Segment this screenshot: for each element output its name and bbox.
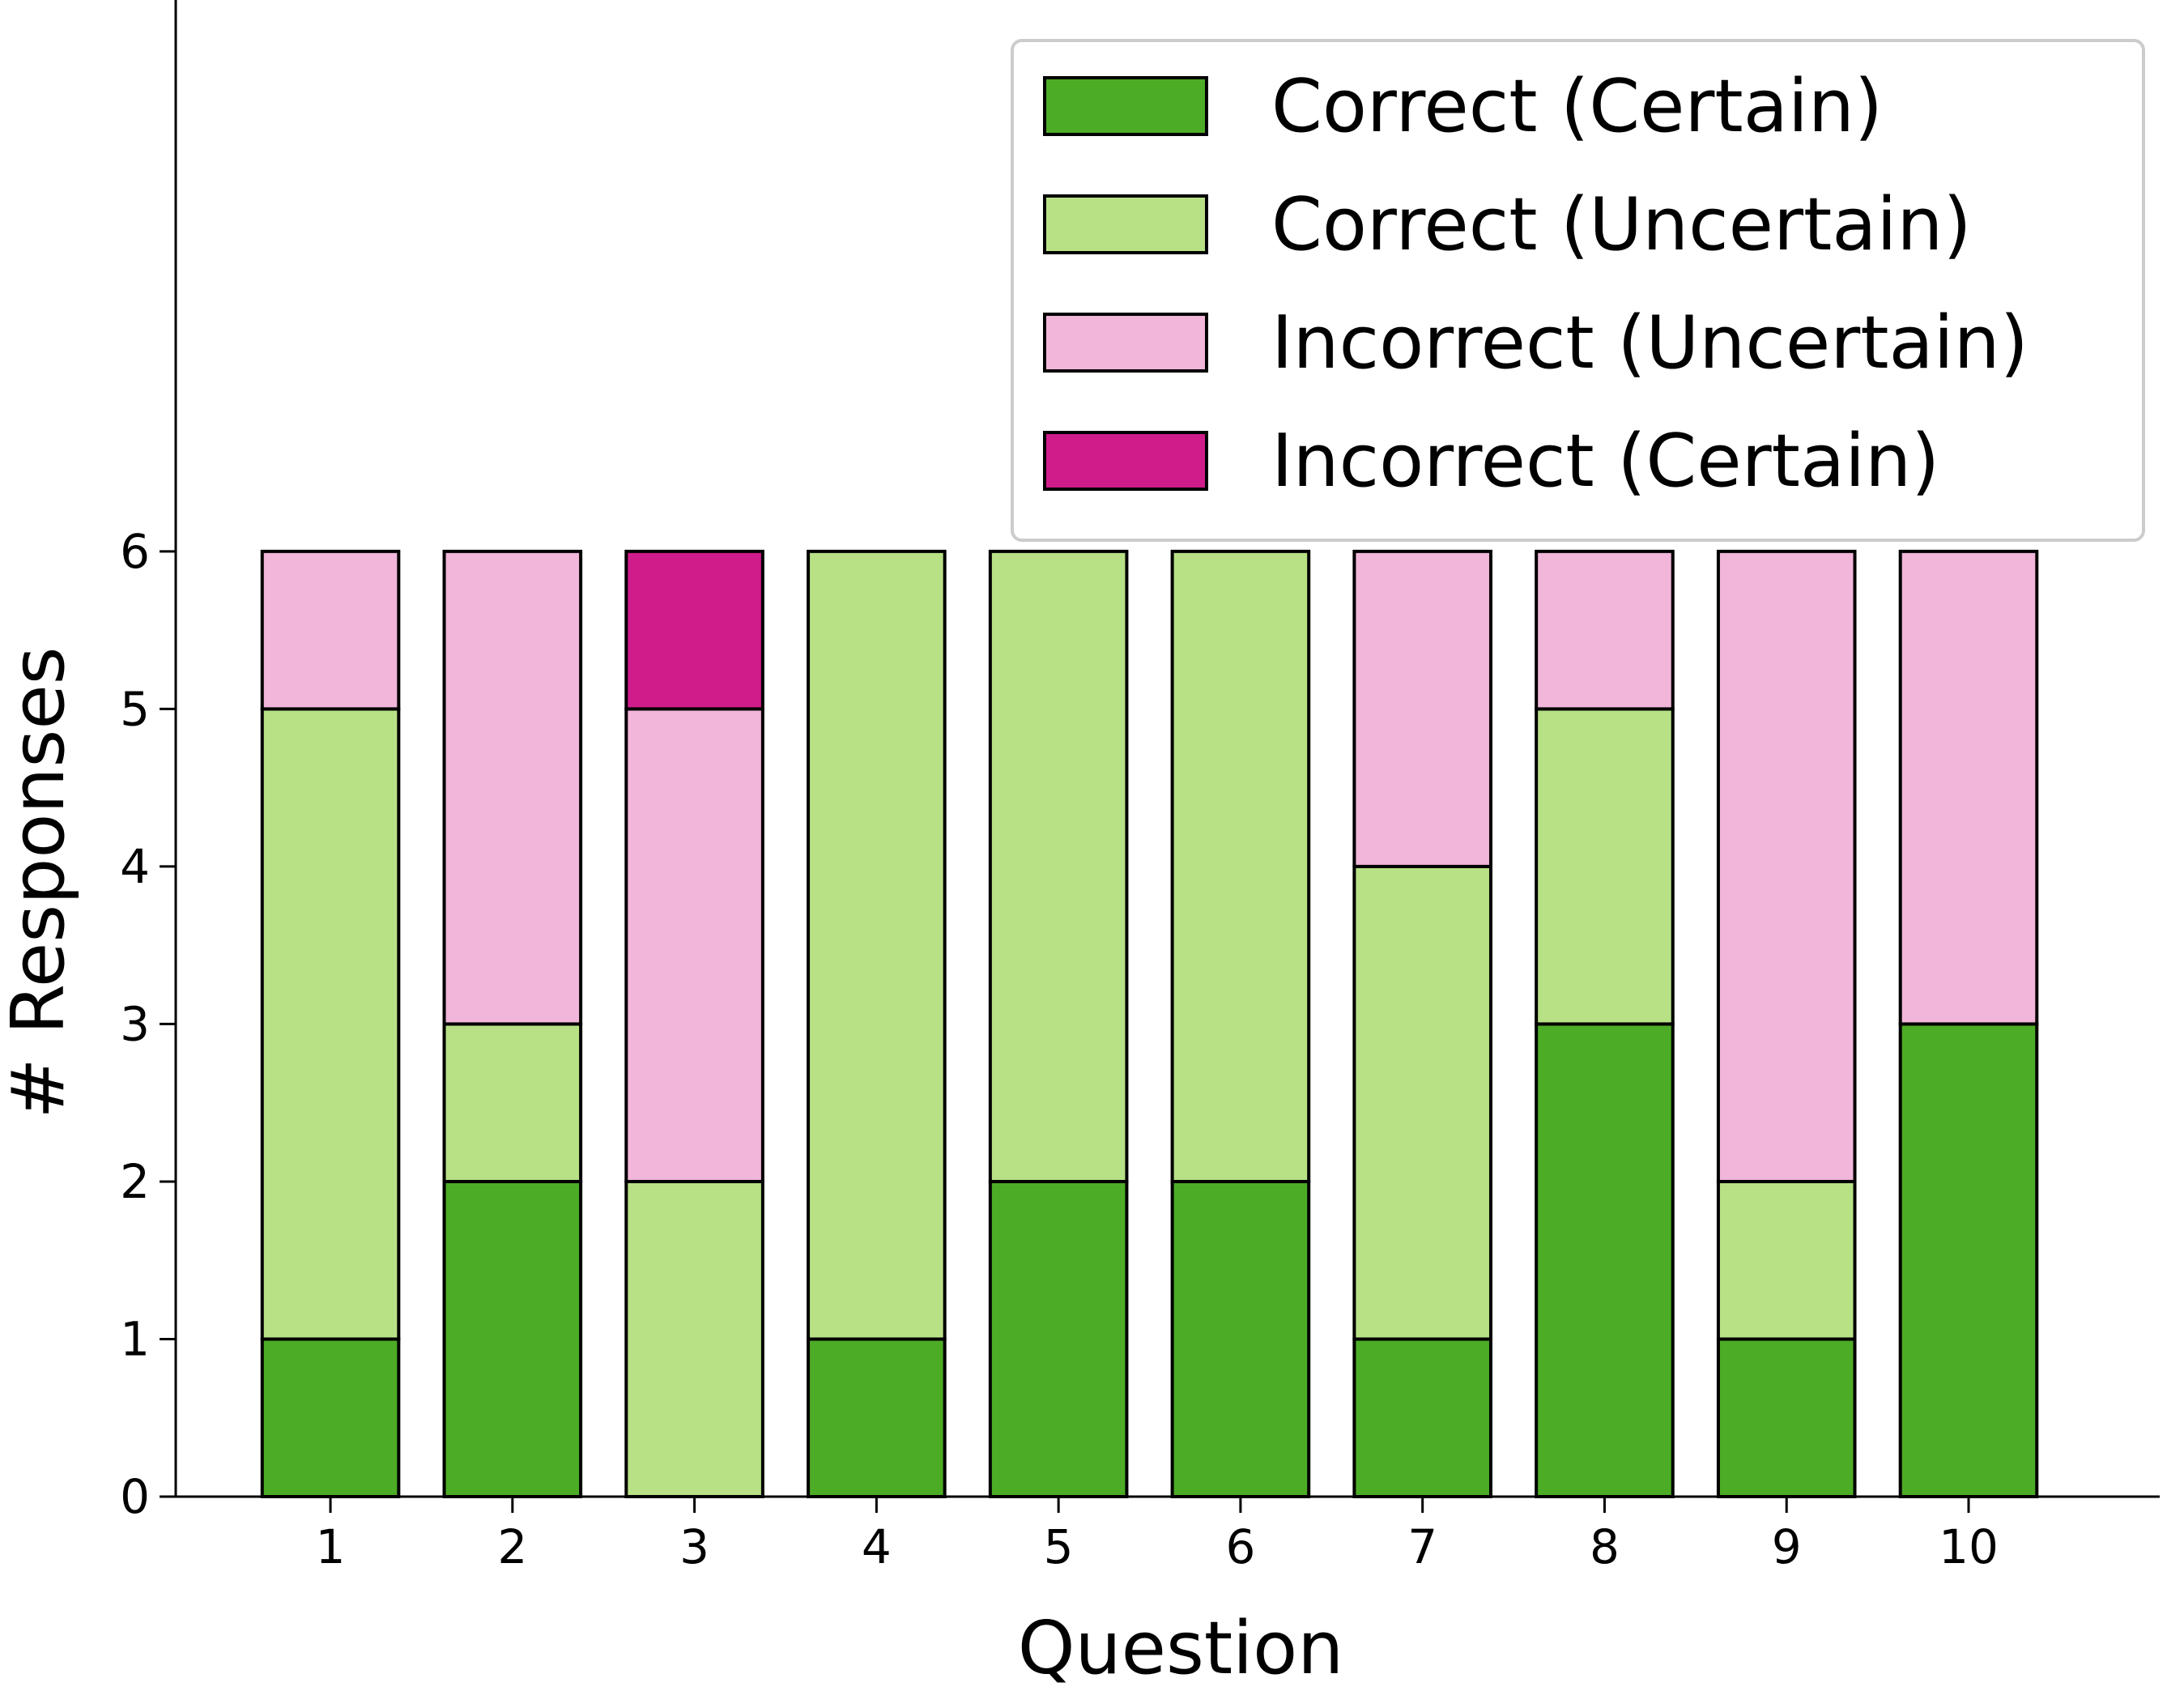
bar-segment-q8-s0 xyxy=(1535,1022,1675,1498)
bar-segment-q2-s2 xyxy=(442,549,583,1026)
y-tick-label: 6 xyxy=(120,524,150,579)
axes-layer xyxy=(174,0,2160,1498)
bar-segment-q7-s0 xyxy=(1352,1337,1492,1498)
legend-swatch-3 xyxy=(1043,431,1208,491)
bar-segment-q8-s1 xyxy=(1535,707,1675,1026)
bar-segment-q3-s2 xyxy=(624,707,764,1183)
legend-swatch-1 xyxy=(1043,194,1208,254)
legend-label-0: Correct (Certain) xyxy=(1271,64,1883,149)
x-tick-label: 6 xyxy=(1225,1519,1255,1574)
bar-segment-q9-s0 xyxy=(1716,1337,1857,1498)
legend-frame xyxy=(1011,39,2145,542)
bar-segment-q3-s3 xyxy=(624,549,764,711)
bar-segment-q6-s1 xyxy=(1170,549,1311,1183)
ticks-layer: 0 1 2 3 4 5 6 1 2 3 4 5 6 7 8 9 10 xyxy=(120,524,1999,1574)
legend-label-3: Incorrect (Certain) xyxy=(1271,419,1939,504)
y-tick-label: 4 xyxy=(120,839,150,894)
x-tick-label: 2 xyxy=(497,1519,527,1574)
y-tick-label: 2 xyxy=(120,1154,150,1209)
x-tick-label: 5 xyxy=(1044,1519,1074,1574)
legend-entries: Correct (Certain) Correct (Uncertain) Inco… xyxy=(1043,64,2029,504)
bar-segment-q2-s1 xyxy=(442,1022,583,1183)
bar-segment-q7-s1 xyxy=(1352,864,1492,1341)
bar-segment-q1-s0 xyxy=(260,1337,401,1498)
x-tick-label: 10 xyxy=(1939,1519,1999,1574)
x-tick-label: 8 xyxy=(1590,1519,1620,1574)
legend: Correct (Certain) Correct (Uncertain) Inco… xyxy=(1011,39,2145,542)
x-tick-label: 4 xyxy=(862,1519,892,1574)
bar-segment-q10-s0 xyxy=(1898,1022,2039,1498)
bar-segment-q10-s2 xyxy=(1898,549,2039,1026)
x-tick-label: 9 xyxy=(1772,1519,1802,1574)
y-tick-label: 0 xyxy=(120,1469,150,1524)
bar-segment-q8-s2 xyxy=(1535,549,1675,711)
y-tick-label: 5 xyxy=(120,681,150,736)
bar-segment-q9-s1 xyxy=(1716,1179,1857,1341)
y-tick-label: 1 xyxy=(120,1311,150,1366)
bar-segment-q6-s0 xyxy=(1170,1179,1311,1499)
legend-label-1: Correct (Uncertain) xyxy=(1271,182,1972,267)
bar-segment-q1-s2 xyxy=(260,549,401,711)
x-tick-label: 1 xyxy=(316,1519,346,1574)
x-tick-label: 3 xyxy=(679,1519,709,1574)
legend-swatch-0 xyxy=(1043,76,1208,136)
legend-swatch-2 xyxy=(1043,313,1208,373)
bar-segment-q5-s1 xyxy=(988,549,1129,1183)
bar-segment-q9-s2 xyxy=(1716,549,1857,1183)
x-axis-label: Question xyxy=(1018,1606,1344,1691)
bar-segment-q4-s0 xyxy=(807,1337,947,1498)
y-tick-label: 3 xyxy=(120,996,150,1051)
y-axis-label: # Responses xyxy=(0,646,81,1118)
bars-layer xyxy=(260,549,2039,1499)
legend-label-2: Incorrect (Uncertain) xyxy=(1271,300,2029,385)
bar-segment-q7-s2 xyxy=(1352,549,1492,868)
bar-segment-q5-s0 xyxy=(988,1179,1129,1499)
bar-segment-q3-s1 xyxy=(624,1179,764,1499)
bar-segment-q1-s1 xyxy=(260,707,401,1341)
bar-segment-q2-s0 xyxy=(442,1179,583,1499)
bar-segment-q4-s1 xyxy=(807,549,947,1341)
x-tick-label: 7 xyxy=(1407,1519,1437,1574)
